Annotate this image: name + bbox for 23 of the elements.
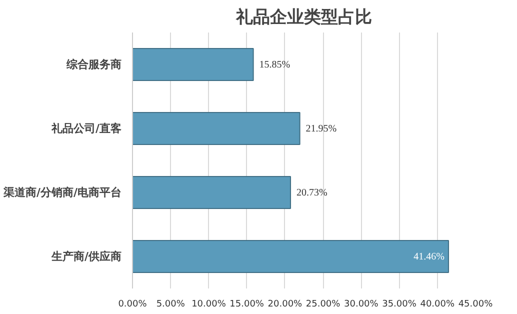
y-tick-label: 生产商/供应商 [50,250,122,263]
x-tick-label: 20.00% [268,300,303,310]
data-label: 21.95% [306,124,337,134]
y-tick-label: 礼品公司/直客 [50,122,122,135]
x-tick-label: 25.00% [306,300,341,310]
y-tick-label: 渠道商/分销商/电商平台 [2,186,122,199]
bar [132,240,450,273]
x-tick-label: 5.00% [156,300,186,310]
data-label: 41.46% [414,252,445,262]
x-tick-label: 40.00% [420,300,455,310]
x-tick-label: 10.00% [192,300,226,310]
x-tick-label: 45.00% [458,300,494,310]
y-tick-label: 综合服务商 [66,58,122,71]
x-tick-label: 0.00% [118,300,148,310]
x-tick-label: 35.00% [382,300,417,310]
data-label: 15.85% [259,60,290,70]
x-tick-label: 30.00% [344,300,379,310]
chart-title: 礼品企业类型占比 [235,8,372,28]
bar [132,112,300,145]
bar [132,176,292,209]
bar [132,48,254,81]
data-label: 20.73% [296,188,328,198]
x-tick-label: 15.00% [230,300,264,310]
